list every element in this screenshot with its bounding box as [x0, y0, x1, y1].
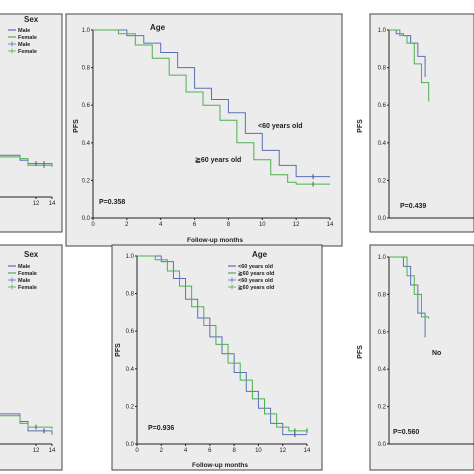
x-tick-label: 4 — [159, 222, 163, 228]
x-tick-label: 12 — [33, 201, 40, 207]
x-tick-label: 10 — [259, 222, 266, 228]
series-line-green — [0, 156, 53, 167]
y-axis-label: PFS — [73, 119, 80, 133]
panel-frame — [369, 244, 474, 471]
series-line-green — [137, 255, 307, 432]
legend-label: ≧60 years old — [238, 285, 274, 291]
y-tick-label: 0.4 — [378, 141, 387, 147]
legend-label: Male — [18, 42, 30, 48]
y-tick-label: 0.6 — [378, 330, 387, 336]
legend-label: Male — [18, 28, 30, 34]
x-tick-label: 8 — [232, 448, 236, 454]
y-tick-label: 0.0 — [378, 216, 387, 222]
series-line-green — [389, 256, 430, 319]
chart-panel-top-middle: 0.0 0.2 0.4 0.6 0.8 1.0 0 2 4 6 8 10 12 14 Age PFS Follo… — [65, 13, 343, 247]
y-axis-label: PFS — [115, 343, 122, 357]
y-tick-label: 0.4 — [126, 367, 135, 373]
legend-label: Female — [18, 285, 37, 291]
chart-panel-bottom-right: 0.0 0.2 0.4 0.6 0.8 1.0 PFS P=0.560 No — [357, 244, 474, 471]
p-value: P=0.439 — [400, 203, 426, 210]
y-tick-label: 1.0 — [378, 28, 387, 34]
legend-label: Female — [18, 271, 37, 277]
series-line-blue — [0, 413, 53, 435]
y-tick-label: 0.0 — [378, 442, 387, 448]
y-tick-label: 1.0 — [82, 28, 91, 34]
x-tick-label: 12 — [33, 448, 40, 454]
x-tick-label: 14 — [49, 201, 56, 207]
y-tick-label: 0.6 — [378, 103, 387, 109]
x-tick-label: 0 — [91, 222, 95, 228]
y-tick-label: 0.8 — [378, 292, 387, 298]
series-line-blue — [137, 255, 307, 436]
chart-title: Sex — [24, 15, 39, 24]
legend-label: Male — [18, 264, 30, 270]
y-tick-label: 1.0 — [378, 255, 387, 261]
x-tick-label: 12 — [279, 448, 286, 454]
y-tick-label: 0.2 — [126, 404, 135, 410]
series-line-blue — [389, 29, 426, 77]
p-value: P=0.358 — [99, 199, 125, 206]
y-tick-label: 0.2 — [378, 405, 387, 411]
y-tick-label: 0.4 — [378, 367, 387, 373]
y-tick-label: 0.8 — [126, 292, 135, 298]
x-tick-label: 8 — [227, 222, 231, 228]
y-tick-label: 0.0 — [126, 442, 135, 448]
x-tick-label: 2 — [125, 222, 129, 228]
x-tick-label: 14 — [304, 448, 311, 454]
x-axis-label: Follow-up months — [192, 462, 248, 469]
panel-frame — [369, 13, 474, 233]
legend-label: Female — [18, 49, 37, 55]
x-tick-label: 6 — [193, 222, 197, 228]
legend-label: <60 years old — [238, 278, 273, 284]
panel-frame — [0, 13, 63, 233]
y-tick-label: 0.4 — [82, 141, 91, 147]
y-tick-label: 0.8 — [82, 66, 91, 72]
y-tick-label: 0.8 — [378, 66, 387, 72]
y-axis-label: PFS — [357, 119, 364, 133]
chart-title: Age — [252, 250, 268, 259]
p-value: P=0.936 — [148, 425, 174, 432]
series-line-blue — [389, 256, 426, 338]
series-line-green — [389, 29, 430, 102]
x-tick-label: 10 — [255, 448, 262, 454]
y-tick-label: 0.0 — [82, 216, 91, 222]
legend-label: Female — [18, 35, 37, 41]
p-value: P=0.560 — [393, 429, 419, 436]
y-tick-label: 0.6 — [126, 329, 135, 335]
chart-panel-top-right: 0.0 0.2 0.4 0.6 0.8 1.0 PFS P=0.439 — [357, 13, 474, 233]
x-axis-label: Follow-up months — [187, 237, 243, 244]
panel-frame — [111, 244, 323, 471]
series-line-blue — [93, 29, 330, 178]
annotation: <60 years old — [258, 123, 303, 130]
x-tick-label: 6 — [208, 448, 212, 454]
chart-title: Age — [150, 23, 166, 32]
y-tick-label: 1.0 — [126, 254, 135, 260]
y-axis-label: PFS — [357, 345, 364, 359]
x-tick-label: 14 — [49, 448, 56, 454]
y-tick-label: 0.6 — [82, 103, 91, 109]
x-tick-label: 12 — [293, 222, 300, 228]
x-tick-label: 14 — [327, 222, 334, 228]
y-tick-label: 0.2 — [82, 178, 91, 184]
panel-frame — [0, 244, 63, 471]
x-tick-label: 2 — [160, 448, 164, 454]
legend-label: Male — [18, 278, 30, 284]
series-line-green — [0, 415, 53, 429]
panel-frame — [65, 13, 343, 247]
series-line-green — [93, 29, 330, 185]
chart-panel-bottom-middle: 0.0 0.2 0.4 0.6 0.8 1.0 0 2 4 6 8 10 12 14 Age <60 year… — [111, 244, 323, 471]
annotation: No — [432, 350, 441, 357]
annotation: ≧60 years old — [195, 157, 241, 164]
x-tick-label: 4 — [184, 448, 188, 454]
x-tick-label: 0 — [135, 448, 139, 454]
chart-title: Sex — [24, 250, 39, 259]
legend-label: <60 years old — [238, 264, 273, 270]
legend-label: ≧60 years old — [238, 271, 274, 277]
y-tick-label: 0.2 — [378, 178, 387, 184]
